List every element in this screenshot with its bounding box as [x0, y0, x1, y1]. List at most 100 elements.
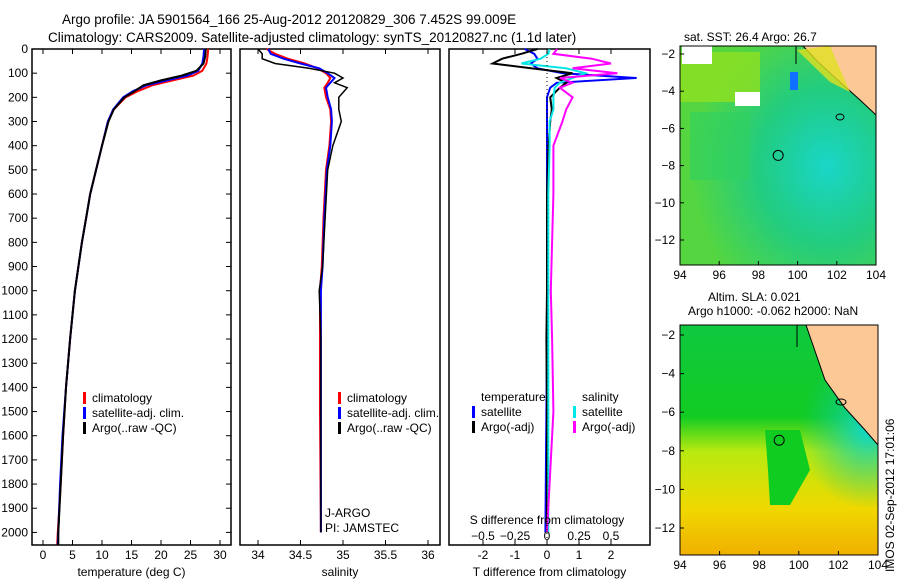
series-line-argo-raw-qc-: [57, 48, 207, 545]
legend-label: satellite: [582, 405, 623, 419]
depth-tick-label: 1400: [1, 380, 28, 394]
s-tick-label: 0.25: [567, 529, 591, 543]
legend-label: Argo(..raw -QC): [347, 421, 432, 435]
lat-tick-label: −4: [661, 84, 675, 98]
depth-tick-label: 100: [8, 66, 28, 80]
lon-tick-label: 100: [789, 558, 809, 572]
lon-tick-label: 102: [828, 558, 848, 572]
series-line-t-satellite: [524, 48, 637, 533]
legend-swatch: [83, 407, 86, 419]
lat-tick-label: −4: [661, 367, 675, 381]
legend-swatch: [472, 421, 475, 433]
depth-tick-label: 600: [8, 187, 28, 201]
depth-tick-label: 1000: [1, 284, 28, 298]
legend-swatch: [83, 422, 86, 434]
lat-tick-label: −12: [655, 233, 676, 247]
legend-label: satellite: [481, 405, 522, 419]
legend-swatch: [83, 392, 86, 404]
lat-tick-label: −6: [661, 121, 675, 135]
sst-map-frame: [679, 45, 877, 266]
x-tick-label: -2: [478, 548, 489, 562]
depth-tick-label: 1200: [1, 332, 28, 346]
x-axis-label: temperature (deg C): [77, 565, 185, 579]
x-tick-label: 34.5: [289, 548, 313, 562]
lat-tick-label: −10: [655, 482, 676, 496]
x-tick-label: 35.5: [374, 548, 398, 562]
x-tick-label: 20: [154, 548, 168, 562]
s-tick-label: 0.5: [603, 529, 620, 543]
legend-swatch: [338, 392, 341, 404]
legend-title-salinity: salinity: [582, 390, 619, 404]
sst-island: [835, 113, 845, 121]
lat-tick-label: −10: [655, 196, 676, 210]
series-line-climatology: [56, 48, 210, 545]
legend-label: Argo(-adj): [582, 420, 635, 434]
x-tick-label: 36: [421, 548, 435, 562]
depth-tick-label: 2000: [1, 525, 28, 539]
depth-tick-label: 400: [8, 139, 28, 153]
difference-panel: -2 -1 0 1 2 T difference from climatology S di…: [448, 48, 651, 579]
sst-patch: [690, 112, 750, 180]
legend-swatch: [338, 422, 341, 434]
sla-map-title: Altim. SLA: 0.021: [708, 290, 801, 304]
depth-tick-label: 200: [8, 90, 28, 104]
series-line-satellite-adj-clim-: [267, 48, 336, 533]
sla-tongue: [765, 430, 810, 505]
x-tick-label: 30: [213, 548, 227, 562]
depth-tick-label: 300: [8, 115, 28, 129]
legend-label: Argo(-adj): [481, 420, 534, 434]
s-tick-label: −0.5: [471, 529, 495, 543]
lat-tick-label: −6: [661, 405, 675, 419]
depth-tick-label: 1600: [1, 429, 28, 443]
sst-map-title: sat. SST: 26.4 Argo: 26.7: [684, 30, 817, 44]
series-line-s-argo-adj-: [546, 48, 618, 533]
legend-label: climatology: [92, 391, 152, 405]
legend-swatch: [573, 406, 576, 418]
lat-tick-label: −8: [661, 444, 675, 458]
series-line-t-argo-adj-: [489, 48, 573, 533]
sst-missing: [682, 46, 712, 64]
x-tick-label: 10: [95, 548, 109, 562]
s-tick-label: 0: [544, 529, 551, 543]
x-tick-label: 15: [125, 548, 139, 562]
lon-tick-label: 94: [673, 558, 687, 572]
depth-tick-label: 700: [8, 211, 28, 225]
depth-tick-label: 800: [8, 235, 28, 249]
float-pi: PI: JAMSTEC: [325, 521, 399, 535]
x-tick-label: 0: [40, 548, 47, 562]
legend-swatch: [338, 407, 341, 419]
depth-tick-label: 500: [8, 163, 28, 177]
legend-title-temperature: temperature: [481, 390, 546, 404]
imos-timestamp: IMOS 02-Sep-2012 17:01:06: [883, 418, 897, 572]
depth-tick-label: 0: [21, 42, 28, 56]
salinity-panel: 34 34.5 35 35.5 36 salinity climatologysatelli…: [239, 48, 441, 579]
lon-tick-label: 96: [713, 268, 727, 282]
legend-label: satellite-adj. clim.: [92, 406, 184, 420]
lat-tick-label: −12: [655, 521, 676, 535]
lat-tick-label: −2: [661, 328, 675, 342]
figure-title-line1: Argo profile: JA 5901564_166 25-Aug-2012…: [62, 12, 516, 27]
sst-missing: [735, 92, 760, 106]
s-tick-label: −0.25: [500, 529, 531, 543]
x-tick-label: 34: [251, 548, 265, 562]
argo-position-marker: [773, 434, 785, 446]
lon-tick-label: 96: [713, 558, 727, 572]
x-tick-label: 35: [336, 548, 350, 562]
argo-position-marker: [772, 149, 784, 161]
lon-tick-label: 94: [673, 268, 687, 282]
lat-tick-label: −2: [661, 47, 675, 61]
legend-swatch: [573, 421, 576, 433]
x-axis-label: T difference from climatology: [473, 565, 627, 579]
series-line-satellite-adj-clim-: [56, 48, 206, 545]
lat-tick-label: −8: [661, 159, 675, 173]
s-axis-label: S difference from climatology: [470, 513, 625, 527]
lon-tick-label: 102: [827, 268, 847, 282]
x-tick-label: 2: [608, 548, 615, 562]
lon-tick-label: 98: [752, 268, 766, 282]
x-tick-label: 1: [576, 548, 583, 562]
legend-label: climatology: [347, 391, 407, 405]
temperature-panel: 0100200300400500600700800900100011001200…: [1, 42, 232, 579]
depth-tick-label: 1300: [1, 356, 28, 370]
plot-frame: [239, 48, 441, 546]
